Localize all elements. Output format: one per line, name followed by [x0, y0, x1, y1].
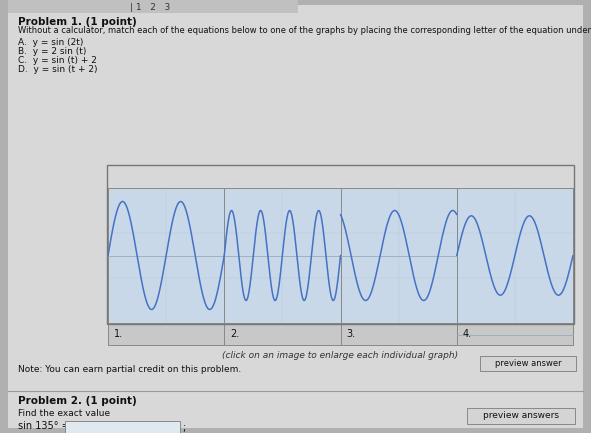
Text: 3.: 3. [346, 329, 356, 339]
Text: 4.: 4. [463, 329, 472, 339]
Text: Find the exact value: Find the exact value [18, 409, 110, 418]
Text: Note: You can earn partial credit on this problem.: Note: You can earn partial credit on thi… [18, 365, 241, 374]
Bar [224, 188, 340, 323]
Text: ;: ; [182, 423, 185, 433]
Text: Problem 1. (1 point): Problem 1. (1 point) [18, 17, 137, 27]
Bar [480, 356, 576, 371]
Text: preview answers: preview answers [483, 411, 559, 420]
Text: Without a calculator, match each of the equations below to one of the graphs by : Without a calculator, match each of the … [18, 26, 591, 35]
Text: | 1   2   3: | 1 2 3 [130, 3, 170, 12]
Text: B.  y = 2 sin (t): B. y = 2 sin (t) [18, 47, 86, 56]
Bar [65, 421, 180, 433]
Bar [224, 323, 340, 345]
Text: 2.: 2. [230, 329, 239, 339]
Bar [457, 188, 573, 323]
Bar [340, 188, 457, 323]
Text: preview answer: preview answer [495, 359, 561, 368]
Bar [108, 188, 224, 323]
Text: 1.: 1. [114, 329, 123, 339]
Text: D.  y = sin (t + 2): D. y = sin (t + 2) [18, 65, 98, 74]
Bar [340, 323, 457, 345]
Bar [107, 165, 574, 324]
Text: A.  y = sin (2t): A. y = sin (2t) [18, 38, 83, 47]
Text: sin 135° =: sin 135° = [18, 421, 70, 431]
Text: Problem 2. (1 point): Problem 2. (1 point) [18, 396, 137, 406]
Bar [8, 0, 298, 13]
Bar [467, 408, 575, 424]
Text: C.  y = sin (t) + 2: C. y = sin (t) + 2 [18, 56, 97, 65]
Bar [108, 323, 224, 345]
Bar [457, 323, 573, 345]
Text: (click on an image to enlarge each individual graph): (click on an image to enlarge each indiv… [222, 351, 459, 360]
